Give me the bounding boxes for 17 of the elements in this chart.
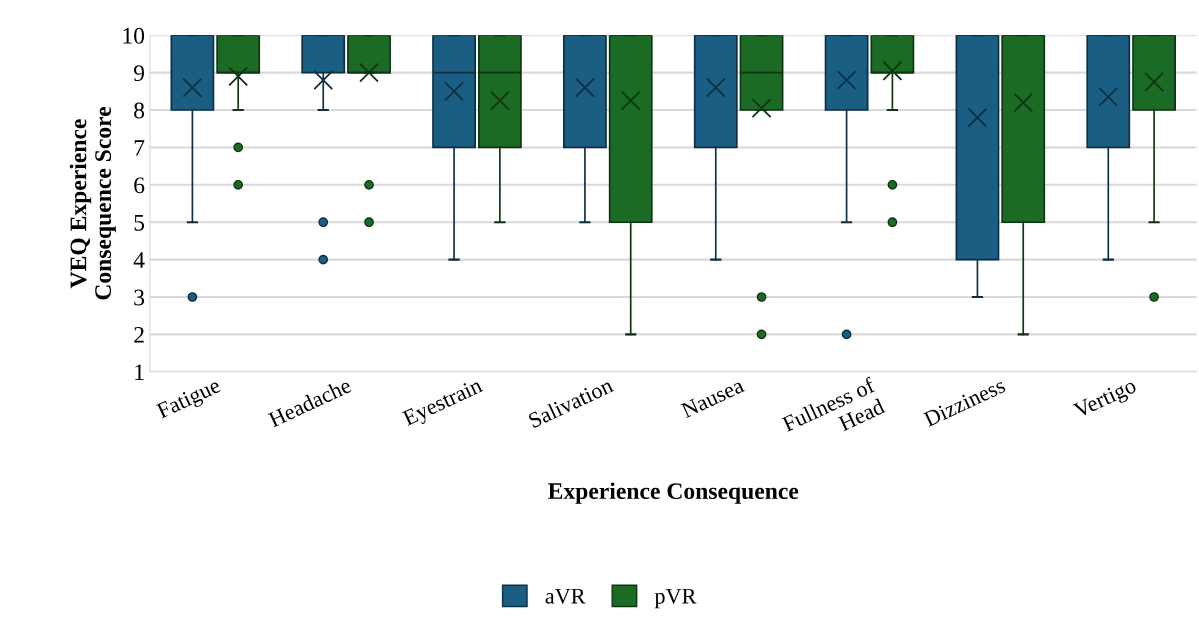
x-tick-label: Nausea [680,377,745,419]
x-tick-label: Fatigue [155,377,224,423]
y-tick-label: 4 [133,252,145,268]
x-tick-label: Vertigo [1072,377,1139,423]
legend-label: pVR [654,588,697,609]
y-tick-label: 5 [134,214,145,231]
y-tick-label: 10 [123,27,145,44]
y-tick-label: 6 [134,177,145,194]
y-tick-label: 8 [134,102,145,119]
y-axis-title: VEQ Experience Consequence Score [69,106,116,300]
x-axis-title: Experience Consequence [548,482,799,504]
y-tick-label: 1 [135,364,144,380]
y-tick-label: 9 [133,65,145,82]
legend-label: aVR [545,588,586,604]
y-tick-label: 2 [134,326,144,343]
y-tick-label: 3 [134,289,145,306]
y-tick-label: 7 [134,140,145,156]
